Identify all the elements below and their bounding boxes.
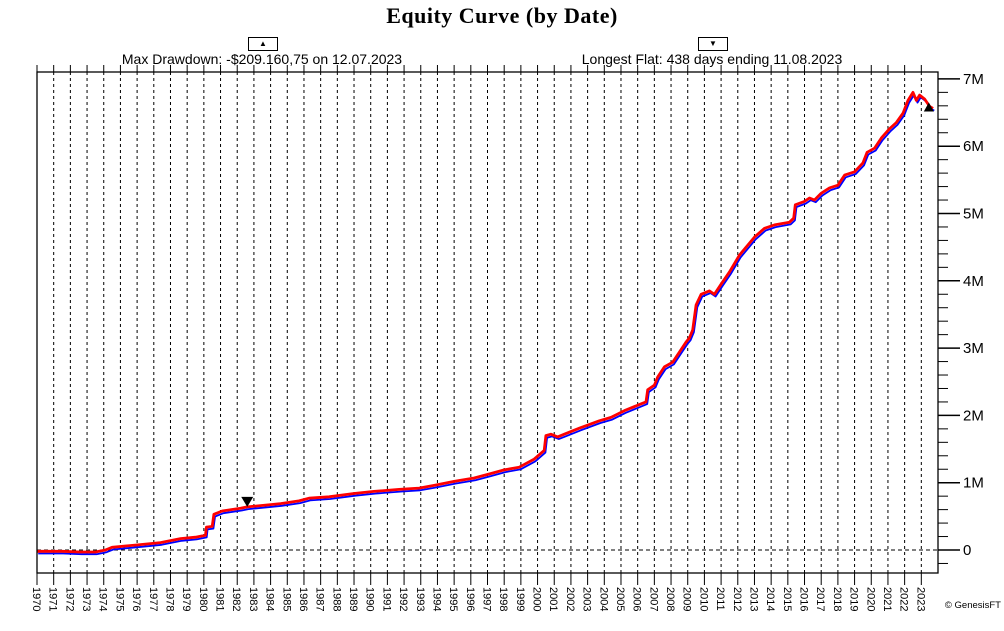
svg-text:2010: 2010 <box>697 587 709 611</box>
plot-border <box>36 71 939 574</box>
svg-text:1973: 1973 <box>80 587 92 611</box>
max-drawdown-marker-button[interactable]: ▲ <box>248 37 278 51</box>
svg-text:1986: 1986 <box>297 587 309 611</box>
svg-text:1991: 1991 <box>380 587 392 611</box>
equity-curve-red <box>37 91 934 554</box>
svg-text:1974: 1974 <box>97 587 109 611</box>
svg-text:1992: 1992 <box>397 587 409 611</box>
svg-text:2022: 2022 <box>898 587 910 611</box>
svg-text:2007: 2007 <box>647 587 659 611</box>
svg-text:0: 0 <box>963 542 971 559</box>
svg-text:5M: 5M <box>963 206 984 223</box>
svg-text:2000: 2000 <box>531 587 543 611</box>
y-axis-labels: 0 1M 2M 3M 4M 5M 6M 7M <box>938 71 984 559</box>
flat-marker-icon <box>241 496 254 507</box>
svg-text:1988: 1988 <box>330 587 342 611</box>
y-minor-ticks <box>938 91 948 564</box>
svg-text:1978: 1978 <box>163 587 175 611</box>
svg-text:2018: 2018 <box>831 587 843 611</box>
svg-text:1972: 1972 <box>63 587 75 611</box>
longest-flat-marker-button[interactable]: ▼ <box>698 37 728 51</box>
max-drawdown-label: Max Drawdown: -$209.160,75 on 12.07.2023 <box>121 51 403 67</box>
svg-text:2020: 2020 <box>864 587 876 611</box>
svg-text:2015: 2015 <box>781 587 793 611</box>
svg-text:1995: 1995 <box>447 587 459 611</box>
copyright-label: © GenesisFT <box>944 600 1001 611</box>
svg-text:2009: 2009 <box>681 587 693 611</box>
triangle-up-icon: ▲ <box>259 39 267 48</box>
svg-text:2002: 2002 <box>564 587 576 611</box>
svg-text:1990: 1990 <box>364 587 376 611</box>
svg-text:2019: 2019 <box>848 587 860 611</box>
svg-text:2012: 2012 <box>731 587 743 611</box>
svg-text:2016: 2016 <box>798 587 810 611</box>
svg-text:1996: 1996 <box>464 587 476 611</box>
svg-text:1982: 1982 <box>230 587 242 611</box>
svg-text:1976: 1976 <box>130 587 142 611</box>
svg-text:1989: 1989 <box>347 587 359 611</box>
svg-text:2023: 2023 <box>914 587 926 611</box>
svg-text:2017: 2017 <box>814 587 826 611</box>
svg-text:2013: 2013 <box>747 587 759 611</box>
equity-curve-blue <box>38 93 935 556</box>
svg-text:2M: 2M <box>963 407 984 424</box>
longest-flat-label: Longest Flat: 438 days ending 11.08.2023 <box>581 51 843 67</box>
svg-text:1M: 1M <box>963 475 984 492</box>
svg-text:1977: 1977 <box>147 587 159 611</box>
svg-text:2006: 2006 <box>631 587 643 611</box>
drawdown-marker-icon <box>923 102 934 112</box>
svg-text:2008: 2008 <box>664 587 676 611</box>
svg-text:1984: 1984 <box>264 587 276 611</box>
svg-text:2005: 2005 <box>614 587 626 611</box>
svg-text:1980: 1980 <box>197 587 209 611</box>
svg-text:4M: 4M <box>963 273 984 290</box>
triangle-down-icon: ▼ <box>709 39 717 48</box>
svg-text:2004: 2004 <box>597 587 609 611</box>
svg-text:1975: 1975 <box>113 587 125 611</box>
svg-text:2014: 2014 <box>764 587 776 611</box>
x-axis-labels: 1970 1971 1972 1973 1974 1975 1976 1977 1978 1979… <box>30 587 926 611</box>
year-ticks <box>36 65 922 585</box>
svg-text:2001: 2001 <box>547 587 559 611</box>
svg-text:3M: 3M <box>963 340 984 357</box>
svg-text:1997: 1997 <box>481 587 493 611</box>
svg-text:1981: 1981 <box>214 587 226 611</box>
svg-text:1985: 1985 <box>280 587 292 611</box>
svg-text:1970: 1970 <box>30 587 42 611</box>
svg-text:2011: 2011 <box>714 587 726 611</box>
svg-text:1994: 1994 <box>430 587 442 611</box>
svg-text:1983: 1983 <box>247 587 259 611</box>
svg-text:2021: 2021 <box>881 587 893 611</box>
svg-text:1979: 1979 <box>180 587 192 611</box>
svg-text:1999: 1999 <box>514 587 526 611</box>
svg-text:6M: 6M <box>963 138 984 155</box>
svg-text:1998: 1998 <box>497 587 509 611</box>
chart-title: Equity Curve (by Date) <box>386 3 618 28</box>
svg-text:7M: 7M <box>963 71 984 88</box>
svg-text:1993: 1993 <box>414 587 426 611</box>
svg-text:2003: 2003 <box>581 587 593 611</box>
svg-text:1987: 1987 <box>314 587 326 611</box>
year-gridlines <box>53 72 922 573</box>
svg-text:1971: 1971 <box>47 587 59 611</box>
